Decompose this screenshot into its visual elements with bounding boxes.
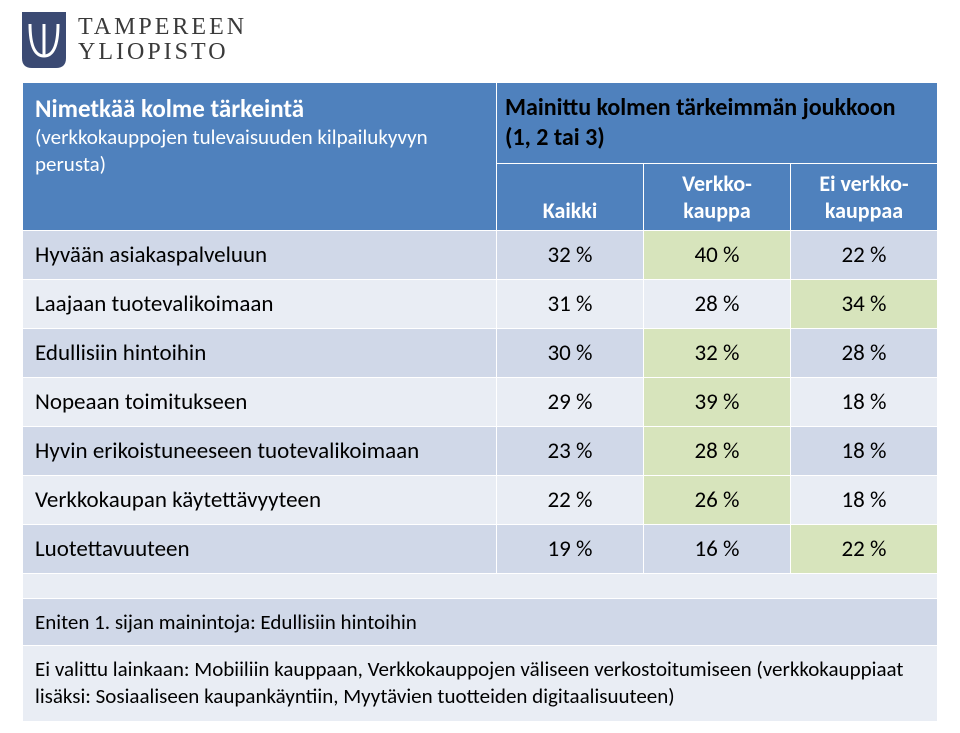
table-row: Laajaan tuotevalikoimaan 31 % 28 % 34 % (23, 280, 938, 329)
row-val: 28 % (644, 427, 791, 476)
table-row: Edullisiin hintoihin 30 % 32 % 28 % (23, 329, 938, 378)
row-val: 28 % (644, 280, 791, 329)
row-label: Verkkokaupan käytettävyyteen (23, 476, 497, 525)
row-label: Hyvään asiakaspalveluun (23, 231, 497, 280)
table-row: Hyvään asiakaspalveluun 32 % 40 % 22 % (23, 231, 938, 280)
footer1-text: Eniten 1. sijan mainintoja: Edullisiin h… (23, 599, 938, 646)
footer2-text: Ei valittu lainkaan: Mobiiliin kauppaan,… (23, 646, 938, 722)
table-row: Luotettavuuteen 19 % 16 % 22 % (23, 525, 938, 574)
table-header-row-1: Nimetkää kolme tärkeintä (verkkokauppoje… (23, 83, 938, 164)
row-val: 26 % (644, 476, 791, 525)
row-val: 18 % (791, 427, 938, 476)
row-val: 32 % (644, 329, 791, 378)
logo-line1: TAMPEREEN (78, 15, 247, 40)
col-head-kaikki: Kaikki (497, 164, 644, 231)
row-val: 29 % (497, 378, 644, 427)
logo-icon (22, 12, 66, 68)
logo: TAMPEREEN YLIOPISTO (22, 12, 938, 68)
row-label: Luotettavuuteen (23, 525, 497, 574)
row-val: 34 % (791, 280, 938, 329)
table-spacer-row (23, 574, 938, 599)
row-val: 40 % (644, 231, 791, 280)
col-head-ei-verkkokauppaa: Ei verkko- kauppaa (791, 164, 938, 231)
title-cell: Nimetkää kolme tärkeintä (verkkokauppoje… (23, 83, 497, 231)
row-val: 23 % (497, 427, 644, 476)
table-row: Nopeaan toimitukseen 29 % 39 % 18 % (23, 378, 938, 427)
row-val: 18 % (791, 476, 938, 525)
logo-line2: YLIOPISTO (78, 40, 247, 65)
row-val: 32 % (497, 231, 644, 280)
logo-text: TAMPEREEN YLIOPISTO (78, 15, 247, 65)
row-label: Hyvin erikoistuneeseen tuotevalikoimaan (23, 427, 497, 476)
row-val: 16 % (644, 525, 791, 574)
row-val: 39 % (644, 378, 791, 427)
row-val: 22 % (791, 231, 938, 280)
footer-row-2: Ei valittu lainkaan: Mobiiliin kauppaan,… (23, 646, 938, 722)
title-main: Nimetkää kolme tärkeintä (35, 93, 484, 124)
mainittu-line2: (1, 2 tai 3) (505, 123, 929, 153)
slide: TAMPEREEN YLIOPISTO Nimetkää kolme tärke… (0, 0, 960, 733)
mainittu-line1: Mainittu kolmen tärkeimmän joukkoon (505, 93, 929, 123)
row-val: 22 % (791, 525, 938, 574)
main-table: Nimetkää kolme tärkeintä (verkkokauppoje… (22, 82, 938, 722)
table-row: Verkkokaupan käytettävyyteen 22 % 26 % 1… (23, 476, 938, 525)
title-sub: (verkkokauppojen tulevaisuuden kilpailuk… (35, 124, 484, 177)
mainittu-cell: Mainittu kolmen tärkeimmän joukkoon (1, … (497, 83, 938, 164)
row-label: Laajaan tuotevalikoimaan (23, 280, 497, 329)
row-val: 31 % (497, 280, 644, 329)
row-val: 19 % (497, 525, 644, 574)
row-val: 28 % (791, 329, 938, 378)
row-val: 18 % (791, 378, 938, 427)
row-label: Nopeaan toimitukseen (23, 378, 497, 427)
row-label: Edullisiin hintoihin (23, 329, 497, 378)
col-head-verkkokauppa: Verkko- kauppa (644, 164, 791, 231)
table-row: Hyvin erikoistuneeseen tuotevalikoimaan … (23, 427, 938, 476)
row-val: 22 % (497, 476, 644, 525)
footer-row-1: Eniten 1. sijan mainintoja: Edullisiin h… (23, 599, 938, 646)
row-val: 30 % (497, 329, 644, 378)
